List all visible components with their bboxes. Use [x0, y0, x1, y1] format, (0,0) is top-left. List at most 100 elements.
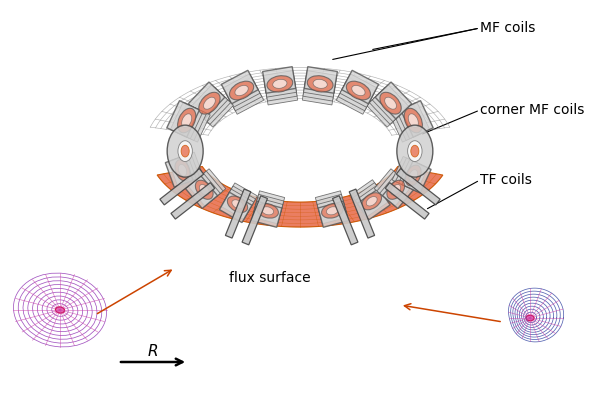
Polygon shape: [157, 167, 443, 227]
Polygon shape: [172, 153, 200, 185]
Polygon shape: [401, 101, 433, 137]
Ellipse shape: [178, 108, 196, 133]
Polygon shape: [377, 171, 409, 204]
Polygon shape: [303, 75, 336, 101]
Polygon shape: [375, 82, 412, 119]
Polygon shape: [398, 160, 428, 191]
Polygon shape: [221, 70, 258, 104]
Polygon shape: [392, 156, 421, 188]
Ellipse shape: [257, 204, 278, 218]
Polygon shape: [252, 201, 282, 227]
Ellipse shape: [404, 108, 423, 133]
Polygon shape: [355, 185, 388, 217]
Polygon shape: [219, 192, 252, 222]
Polygon shape: [223, 186, 255, 216]
Polygon shape: [174, 104, 207, 140]
Polygon shape: [223, 74, 260, 107]
Polygon shape: [186, 176, 218, 208]
Polygon shape: [227, 81, 264, 114]
Polygon shape: [372, 85, 409, 122]
Polygon shape: [252, 198, 283, 224]
Polygon shape: [382, 176, 415, 208]
Text: TF coils: TF coils: [480, 173, 532, 187]
Ellipse shape: [267, 76, 293, 92]
Polygon shape: [165, 156, 193, 187]
Polygon shape: [225, 77, 262, 111]
Polygon shape: [254, 194, 284, 220]
Polygon shape: [304, 67, 337, 93]
Polygon shape: [264, 75, 297, 101]
Ellipse shape: [182, 114, 192, 127]
Polygon shape: [318, 201, 349, 227]
Ellipse shape: [178, 164, 187, 176]
Ellipse shape: [346, 81, 370, 100]
Ellipse shape: [352, 85, 365, 95]
Polygon shape: [367, 90, 403, 127]
Polygon shape: [302, 78, 335, 105]
Polygon shape: [338, 77, 375, 111]
Polygon shape: [394, 104, 426, 140]
Ellipse shape: [380, 92, 401, 114]
Polygon shape: [264, 78, 297, 105]
Ellipse shape: [397, 125, 433, 177]
Ellipse shape: [406, 165, 421, 186]
Ellipse shape: [362, 193, 382, 210]
Polygon shape: [242, 196, 267, 245]
Text: MF coils: MF coils: [480, 21, 535, 35]
Polygon shape: [191, 85, 228, 122]
Polygon shape: [191, 171, 223, 204]
Polygon shape: [316, 191, 346, 217]
Polygon shape: [169, 154, 197, 186]
Polygon shape: [263, 71, 296, 97]
Polygon shape: [337, 81, 373, 114]
Ellipse shape: [322, 204, 343, 218]
Ellipse shape: [408, 114, 418, 127]
Polygon shape: [197, 90, 233, 127]
Polygon shape: [380, 173, 412, 206]
Ellipse shape: [526, 315, 534, 321]
Ellipse shape: [411, 145, 419, 157]
Ellipse shape: [181, 145, 189, 157]
Ellipse shape: [407, 141, 422, 162]
Polygon shape: [263, 67, 296, 93]
Polygon shape: [349, 189, 374, 238]
Ellipse shape: [175, 160, 190, 181]
Polygon shape: [194, 88, 231, 124]
Polygon shape: [160, 169, 204, 205]
Ellipse shape: [195, 180, 213, 199]
Polygon shape: [225, 183, 257, 213]
Polygon shape: [370, 88, 406, 124]
Polygon shape: [358, 189, 390, 220]
Polygon shape: [194, 169, 226, 202]
Polygon shape: [395, 158, 424, 190]
Polygon shape: [304, 71, 337, 97]
Polygon shape: [171, 102, 203, 139]
Polygon shape: [317, 198, 347, 224]
Polygon shape: [353, 183, 386, 214]
Polygon shape: [188, 173, 220, 206]
Ellipse shape: [307, 76, 333, 92]
Ellipse shape: [261, 207, 273, 215]
Polygon shape: [396, 169, 440, 205]
Polygon shape: [316, 194, 347, 220]
Polygon shape: [221, 189, 254, 219]
Polygon shape: [351, 180, 384, 211]
Ellipse shape: [178, 141, 192, 162]
Polygon shape: [254, 191, 285, 217]
Polygon shape: [342, 70, 379, 104]
Polygon shape: [397, 102, 430, 139]
Polygon shape: [385, 183, 429, 219]
Polygon shape: [171, 183, 215, 219]
Ellipse shape: [409, 170, 418, 181]
Polygon shape: [374, 169, 406, 202]
Polygon shape: [188, 82, 225, 119]
Ellipse shape: [230, 81, 254, 100]
Ellipse shape: [167, 125, 203, 177]
Ellipse shape: [232, 200, 243, 209]
Polygon shape: [175, 152, 203, 184]
Text: R: R: [148, 343, 158, 358]
Ellipse shape: [387, 180, 404, 199]
Ellipse shape: [385, 97, 397, 109]
Polygon shape: [167, 101, 200, 137]
Ellipse shape: [273, 79, 287, 88]
